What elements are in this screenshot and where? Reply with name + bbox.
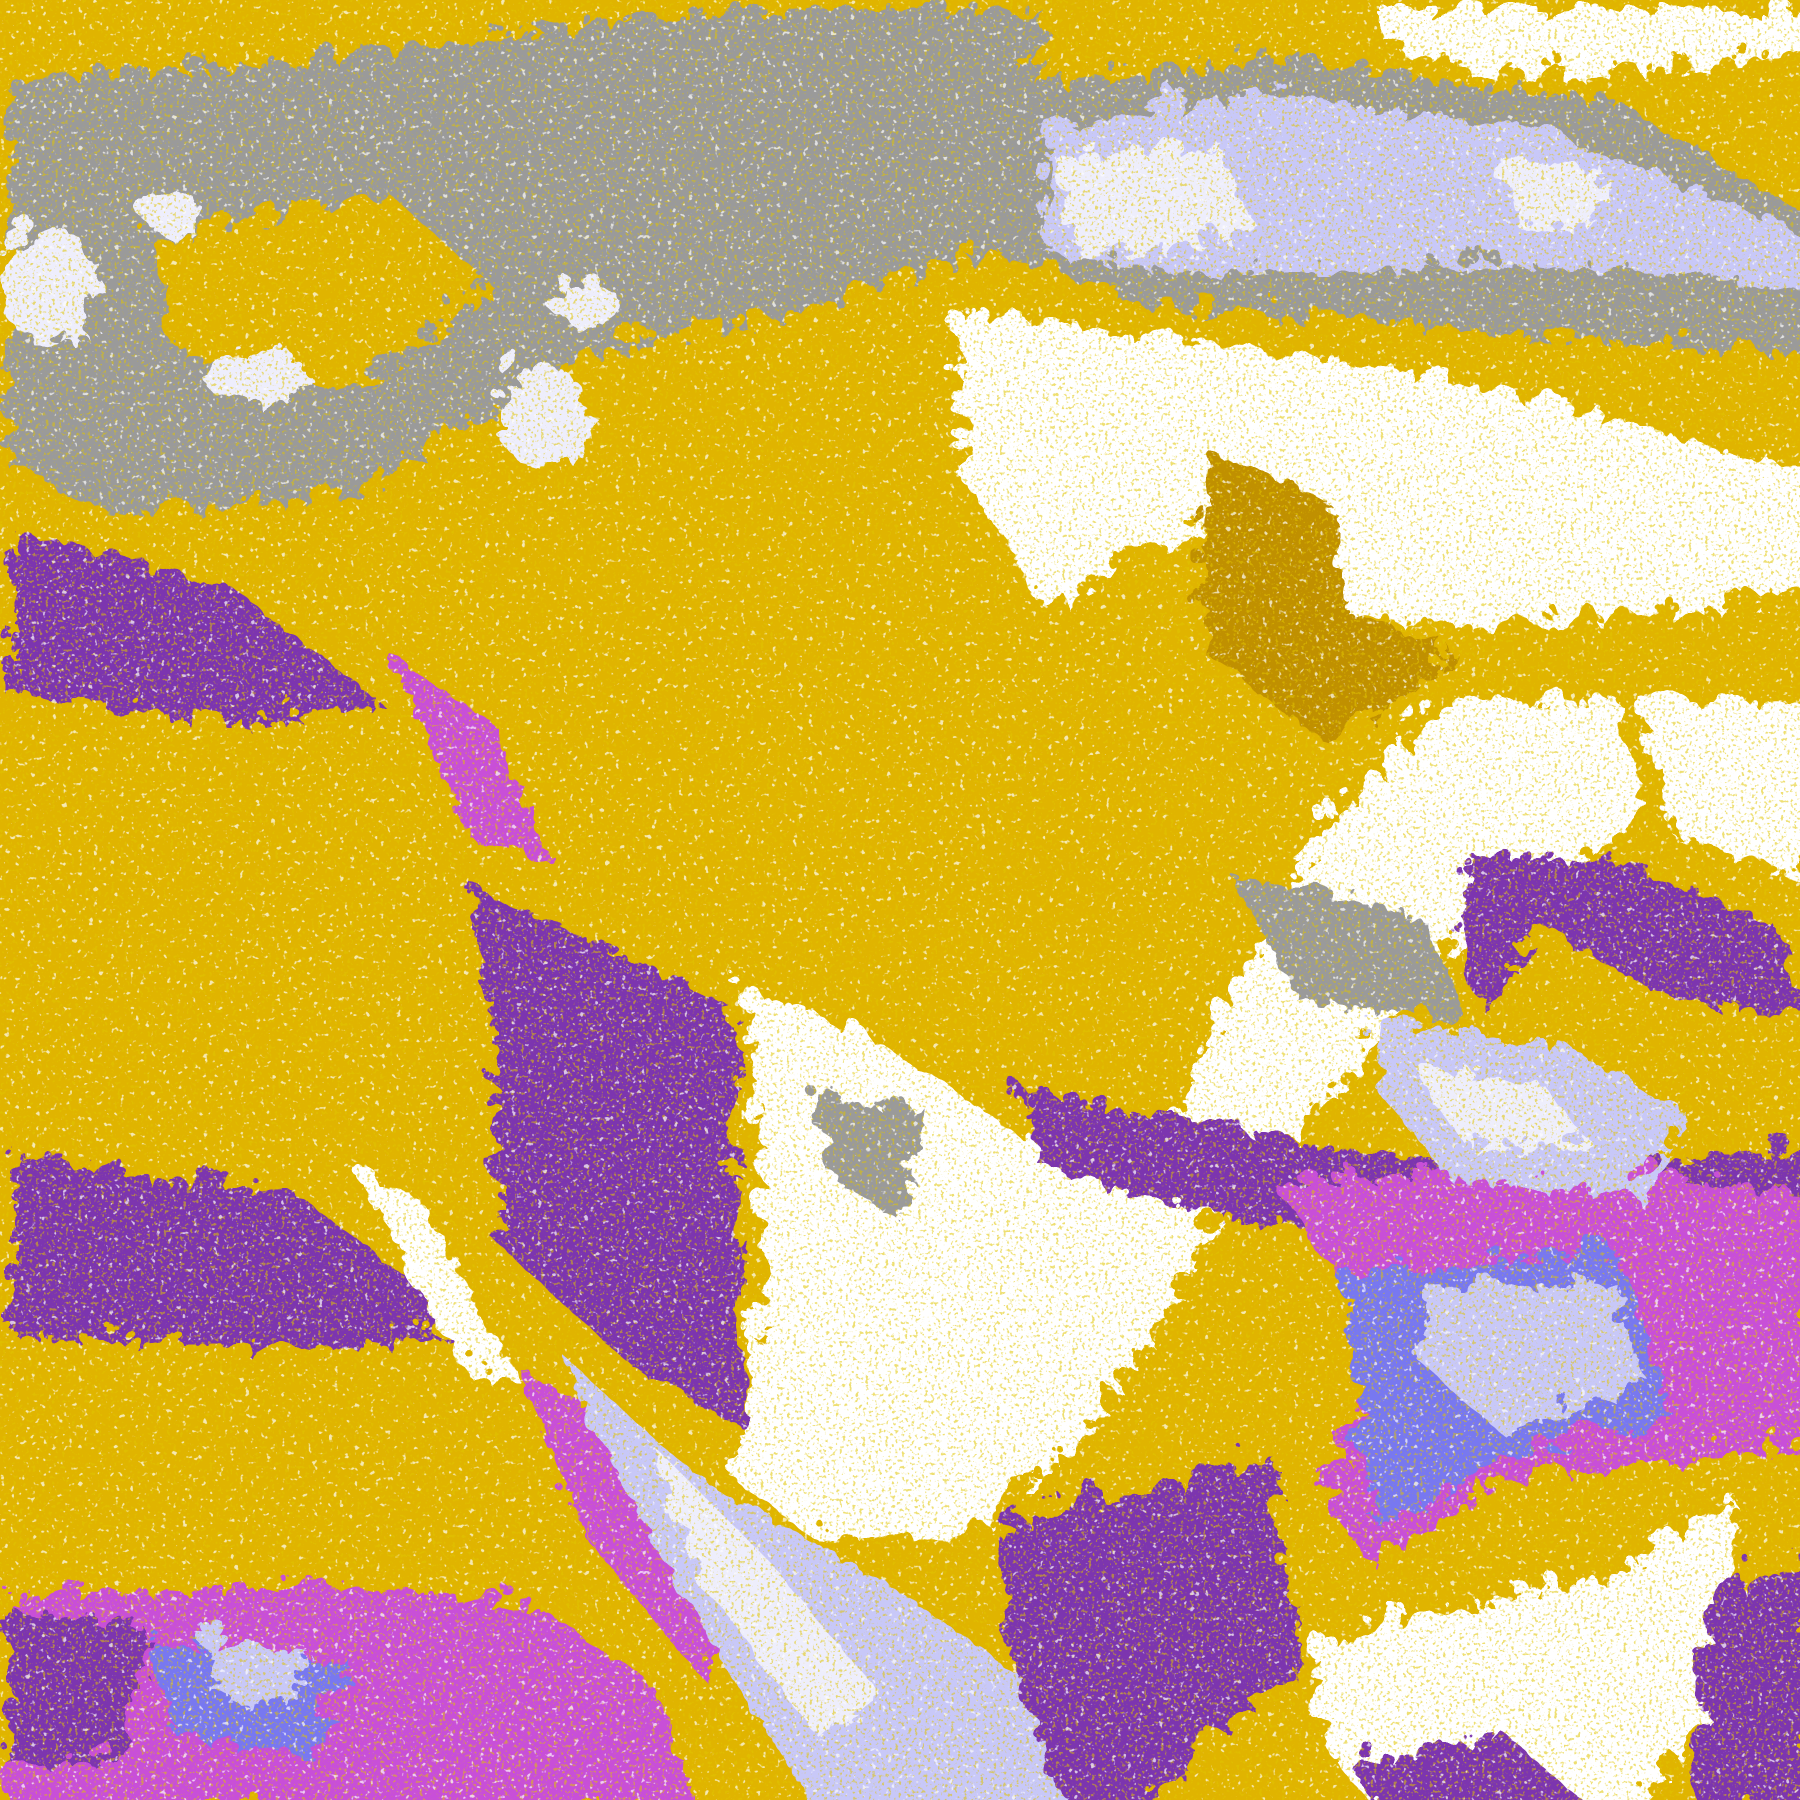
speckle-overlay-light bbox=[0, 0, 1800, 1800]
classified-satellite-map bbox=[0, 0, 1800, 1800]
